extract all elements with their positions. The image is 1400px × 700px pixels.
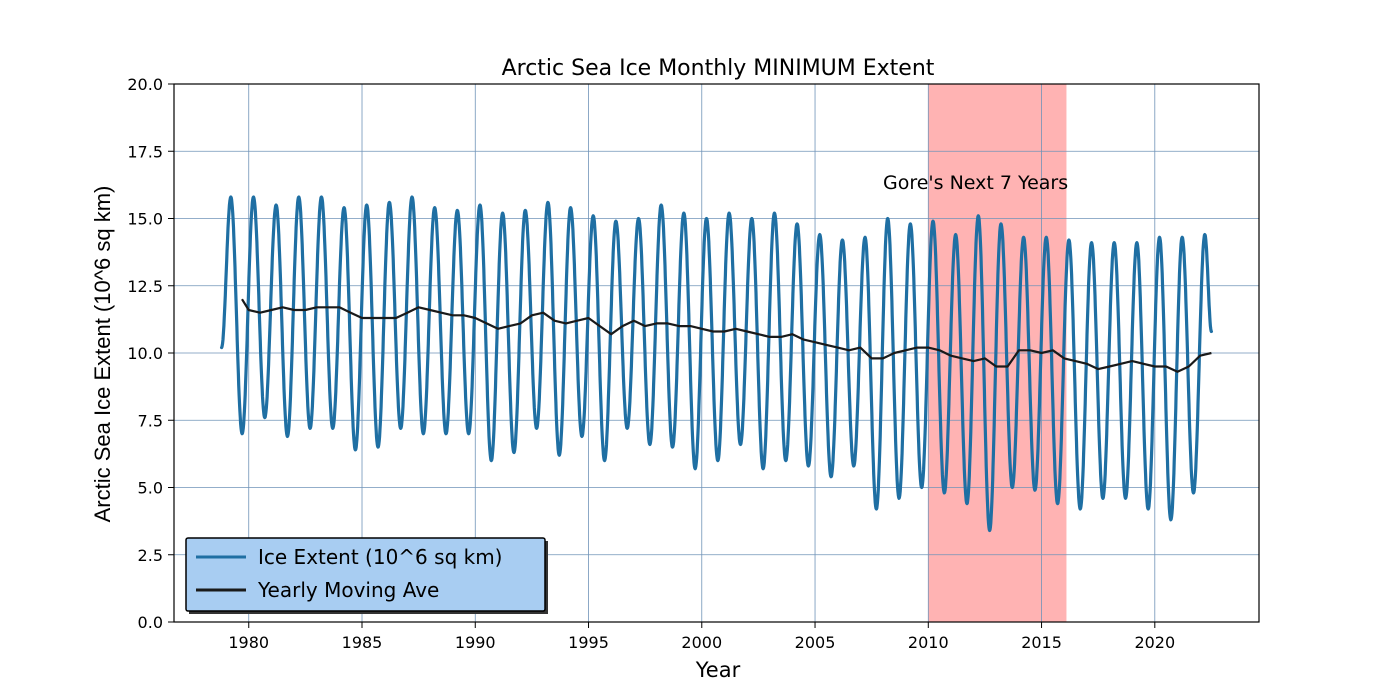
x-tick-label: 2000 <box>681 633 722 652</box>
series-line-ice-extent <box>220 195 1213 533</box>
y-tick-label: 15.0 <box>127 210 163 229</box>
y-tick-label: 0.0 <box>138 613 163 632</box>
legend-box <box>185 537 546 612</box>
y-tick-label: 10.0 <box>127 344 163 363</box>
x-tick-label: 1990 <box>455 633 496 652</box>
y-tick-label: 2.5 <box>138 546 163 565</box>
x-tick-label: 2015 <box>1021 633 1062 652</box>
tick-layer: 1980 1985 1990 1995 2000 2005 2010 2015 2020 0.0 2… <box>127 75 1175 652</box>
highlight-label: Gore's Next 7 Years <box>883 172 1068 194</box>
series-line-moving-ave <box>241 298 1212 373</box>
chart-title: Arctic Sea Ice Monthly MINIMUM Extent <box>502 56 935 81</box>
x-tick-label: 2020 <box>1134 633 1175 652</box>
x-tick-label: 1985 <box>342 633 383 652</box>
legend-label-ice-extent: Ice Extent (10^6 sq km) <box>258 545 502 569</box>
x-tick-label: 2005 <box>795 633 836 652</box>
y-tick-label: 7.5 <box>138 411 163 430</box>
legend-label-moving-ave: Yearly Moving Ave <box>257 578 439 602</box>
series-layer <box>220 195 1213 533</box>
x-axis-label: Year <box>695 658 741 682</box>
y-tick-label: 5.0 <box>138 479 163 498</box>
y-tick-label: 12.5 <box>127 277 163 296</box>
y-tick-label: 17.5 <box>127 142 163 161</box>
y-tick-label: 20.0 <box>127 75 163 94</box>
x-tick-label: 1980 <box>228 633 269 652</box>
x-tick-label: 2010 <box>908 633 949 652</box>
x-tick-label: 1995 <box>568 633 609 652</box>
plot-area <box>173 83 1260 623</box>
y-axis-label: Arctic Sea Ice Extent (10^6 sq km) <box>90 186 115 523</box>
legend: Ice Extent (10^6 sq km) Yearly Moving Av… <box>185 537 548 614</box>
